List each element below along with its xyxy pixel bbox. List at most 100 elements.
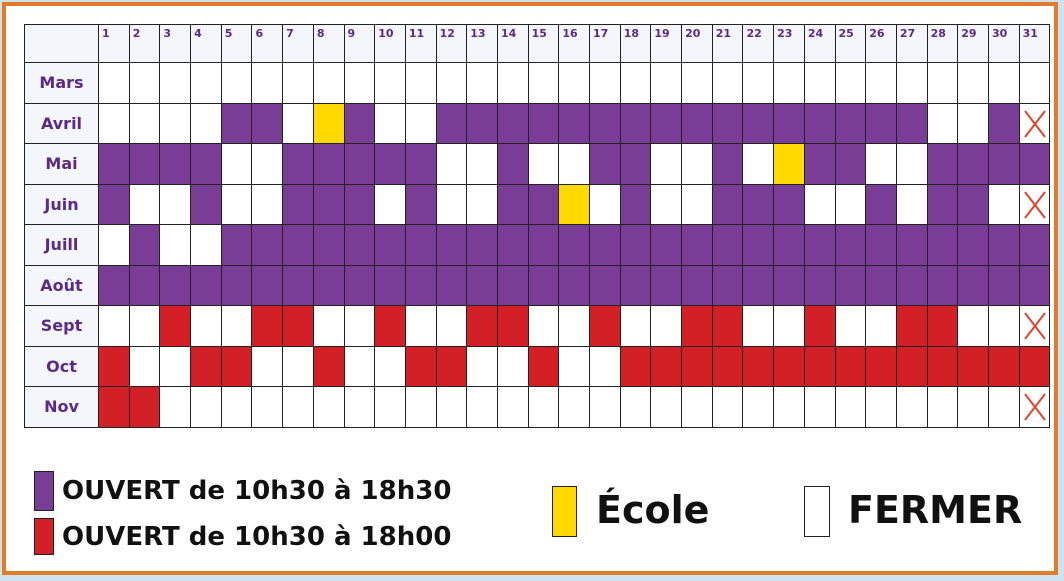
closed-day-cell <box>558 305 590 347</box>
open-1800-day-cell <box>251 305 284 347</box>
closed-day-cell <box>926 62 959 104</box>
open-1830-day-cell <box>926 264 959 306</box>
closed-day-cell <box>466 183 498 225</box>
closed-day-cell <box>282 345 314 387</box>
closed-day-cell <box>374 102 406 144</box>
open-1830-day-cell <box>128 264 161 306</box>
closed-day-cell <box>220 62 253 104</box>
open-1830-day-cell <box>190 264 222 306</box>
day-header: 14 <box>496 24 529 63</box>
open-1830-day-cell <box>159 143 192 185</box>
calendar-frame: 1 2 3 4 5 6 7 8 9 10 11 12 13 14 15 16 17 18 19 20 21 22 23 24 2… <box>2 2 1058 575</box>
closed-day-cell <box>496 345 529 387</box>
closed-day-cell <box>220 143 253 185</box>
open-1830-day-cell <box>711 224 744 266</box>
day-header: 13 <box>466 24 498 63</box>
opening-calendar: 1 2 3 4 5 6 7 8 9 10 11 12 13 14 15 16 17 18 19 20 21 22 23 24 2… <box>24 24 1051 428</box>
closed-day-cell <box>343 345 376 387</box>
closed-day-cell <box>558 345 590 387</box>
closed-day-cell <box>466 345 498 387</box>
open-1830-day-cell <box>711 264 744 306</box>
closed-day-cell <box>957 305 989 347</box>
closed-day-cell <box>128 62 161 104</box>
open-1830-day-cell <box>496 224 529 266</box>
open-1800-day-cell <box>681 345 713 387</box>
month-row: Sept <box>24 305 1051 347</box>
month-row: Oct <box>24 345 1051 387</box>
closed-day-cell <box>834 62 867 104</box>
closed-day-cell <box>404 305 437 347</box>
open-1830-day-cell <box>282 224 314 266</box>
open-1830-day-cell <box>803 143 836 185</box>
open-1830-day-cell <box>957 224 989 266</box>
open-1830-day-cell <box>650 264 683 306</box>
closed-day-cell <box>773 305 805 347</box>
day-header: 10 <box>374 24 406 63</box>
closed-day-cell <box>159 386 192 428</box>
day-header: 27 <box>895 24 928 63</box>
closed-day-cell <box>773 62 805 104</box>
closed-day-cell <box>803 62 836 104</box>
closed-day-cell <box>926 102 959 144</box>
open-1830-day-cell <box>926 183 959 225</box>
open-1830-day-cell <box>619 224 652 266</box>
closed-day-cell <box>251 143 284 185</box>
open-1830-day-cell <box>865 102 897 144</box>
open-1830-day-cell <box>190 143 222 185</box>
open-1830-day-cell <box>159 264 192 306</box>
open-1830-day-cell <box>466 264 498 306</box>
open-1830-day-cell <box>343 102 376 144</box>
open-1830-day-cell <box>312 143 345 185</box>
open-1830-day-cell <box>558 224 590 266</box>
open-1800-day-cell <box>895 305 928 347</box>
day-header: 20 <box>681 24 713 63</box>
closed-day-cell <box>343 305 376 347</box>
open-1800-day-cell <box>895 345 928 387</box>
open-1800-day-cell <box>374 305 406 347</box>
month-row: Juill <box>24 224 1051 266</box>
closed-day-cell <box>711 62 744 104</box>
open-1830-day-cell <box>435 264 468 306</box>
closed-day-cell <box>834 386 867 428</box>
open-1830-day-cell <box>681 102 713 144</box>
closed-day-cell <box>282 62 314 104</box>
open-1830-day-cell <box>282 143 314 185</box>
closed-day-cell <box>1018 62 1051 104</box>
legend-red-label: OUVERT de 10h30 à 18h00 <box>62 522 452 552</box>
school-day-cell <box>558 183 590 225</box>
month-row: Mars <box>24 62 1051 104</box>
closed-day-cell <box>435 183 468 225</box>
closed-day-cell <box>466 386 498 428</box>
open-1830-day-cell <box>773 224 805 266</box>
white-swatch <box>804 486 830 537</box>
closed-day-cell <box>404 102 437 144</box>
day-header: 11 <box>404 24 437 63</box>
month-label: Mai <box>24 143 99 185</box>
day-header: 29 <box>957 24 989 63</box>
closed-day-cell <box>865 305 897 347</box>
nonexistent-day-cell <box>1018 386 1051 428</box>
closed-day-cell <box>251 345 284 387</box>
closed-day-cell <box>404 386 437 428</box>
open-1830-day-cell <box>496 183 529 225</box>
open-1830-day-cell <box>312 183 345 225</box>
closed-day-cell <box>895 143 928 185</box>
month-label: Sept <box>24 305 99 347</box>
closed-day-cell <box>681 143 713 185</box>
closed-day-cell <box>589 183 621 225</box>
open-1830-day-cell <box>251 102 284 144</box>
open-1830-day-cell <box>404 143 437 185</box>
open-1830-day-cell <box>619 143 652 185</box>
open-1830-day-cell <box>251 224 284 266</box>
closed-day-cell <box>895 386 928 428</box>
month-row: Juin <box>24 183 1051 225</box>
open-1830-day-cell <box>435 224 468 266</box>
open-1830-day-cell <box>128 143 161 185</box>
closed-day-cell <box>803 183 836 225</box>
open-1830-day-cell <box>957 143 989 185</box>
closed-day-cell <box>865 143 897 185</box>
open-1830-day-cell <box>404 224 437 266</box>
closed-day-cell <box>619 62 652 104</box>
open-1830-day-cell <box>865 264 897 306</box>
day-header: 21 <box>711 24 744 63</box>
